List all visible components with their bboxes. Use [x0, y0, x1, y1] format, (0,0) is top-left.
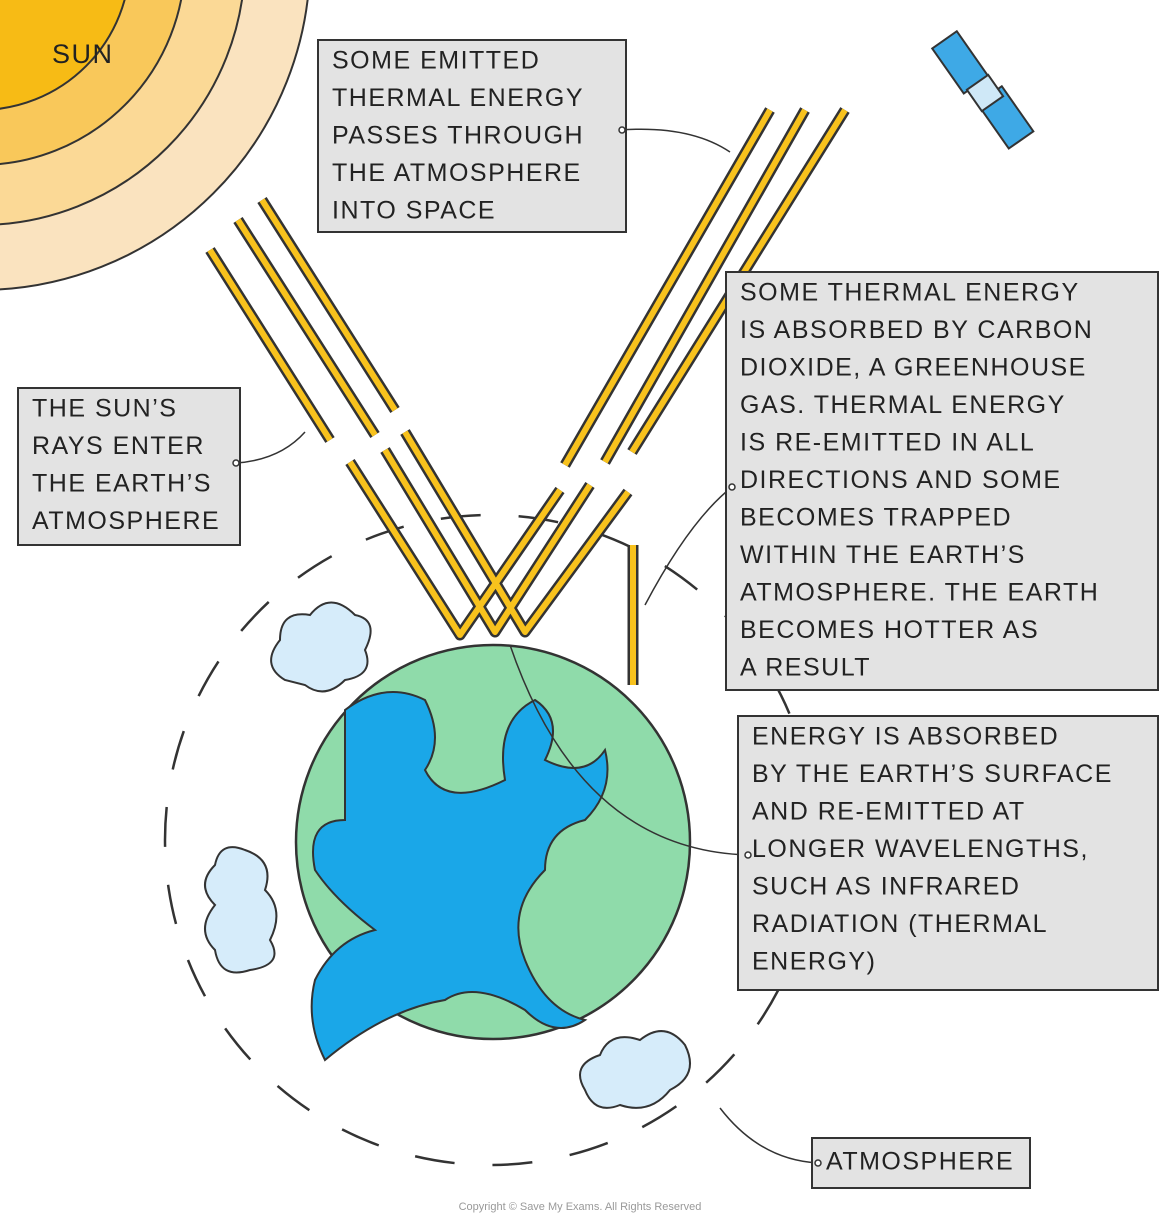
- earth: [294, 643, 692, 1062]
- box-line: AND RE-EMITTED AT: [752, 798, 1026, 826]
- box-line: ATMOSPHERE: [826, 1148, 1014, 1176]
- box-line: ATMOSPHERE: [32, 507, 220, 535]
- box: [17, 387, 241, 546]
- radiation-arrows: [205, 107, 850, 685]
- text-box: ENERGY IS ABSORBED BY THE EARTH’S SURFACE…: [737, 715, 1159, 991]
- box: [737, 715, 1159, 991]
- box-line: BY THE EARTH’S SURFACE: [752, 760, 1113, 788]
- box-line: DIRECTIONS AND SOME: [740, 466, 1062, 494]
- sun: [0, 0, 309, 291]
- box-line: THE ATMOSPHERE: [332, 159, 582, 187]
- text-box: ATMOSPHERE: [811, 1137, 1031, 1189]
- satellite: [930, 29, 1035, 150]
- box-line: INTO SPACE: [332, 197, 496, 225]
- box-line: ENERGY IS ABSORBED: [752, 723, 1059, 751]
- box-line: GAS. THERMAL ENERGY: [740, 391, 1066, 419]
- box-line: SOME EMITTED: [332, 47, 540, 75]
- sun-label: SUN: [52, 39, 114, 69]
- box-line: IS ABSORBED BY CARBON: [740, 316, 1093, 344]
- pointer-dot: [232, 459, 240, 467]
- pointer-dot: [814, 1159, 822, 1167]
- box-line: PASSES THROUGH: [332, 122, 584, 150]
- box-line: WITHIN THE EARTH’S: [740, 541, 1026, 569]
- box: [725, 271, 1159, 691]
- box: [811, 1137, 1031, 1189]
- box-line: RAYS ENTER: [32, 432, 205, 460]
- pointers: [235, 128, 819, 1164]
- clouds: [204, 601, 691, 1109]
- text-box: SOME EMITTED THERMAL ENERGY PASSES THROUGH…: [317, 39, 627, 233]
- box-line: ATMOSPHERE. THE EARTH: [740, 579, 1099, 607]
- box-line: ENERGY): [752, 948, 876, 976]
- pointer-dot: [744, 851, 752, 859]
- box-line: RADIATION (THERMAL: [752, 910, 1048, 938]
- box-line: THE SUN’S: [32, 395, 177, 423]
- box-line: DIOXIDE, A GREENHOUSE: [740, 354, 1087, 382]
- pointer-dot: [728, 483, 736, 491]
- box-line: A RESULT: [740, 654, 871, 682]
- box: [317, 39, 627, 233]
- box-line: SOME THERMAL ENERGY: [740, 279, 1080, 307]
- box-line: LONGER WAVELENGTHS,: [752, 835, 1089, 863]
- box-line: BECOMES HOTTER AS: [740, 616, 1039, 644]
- copyright: Copyright © Save My Exams. All Rights Re…: [459, 1201, 702, 1213]
- box-line: IS RE-EMITTED IN ALL: [740, 429, 1035, 457]
- pointer-dot: [618, 126, 626, 134]
- box-line: BECOMES TRAPPED: [740, 504, 1012, 532]
- text-box: SOME THERMAL ENERGY IS ABSORBED BY CARBON…: [725, 271, 1159, 691]
- text-box: THE SUN’S RAYS ENTER THE EARTH’S ATMOSPHERE: [17, 387, 241, 546]
- box-line: THE EARTH’S: [32, 470, 212, 498]
- box-line: SUCH AS INFRARED: [752, 873, 1020, 901]
- box-line: THERMAL ENERGY: [332, 84, 584, 112]
